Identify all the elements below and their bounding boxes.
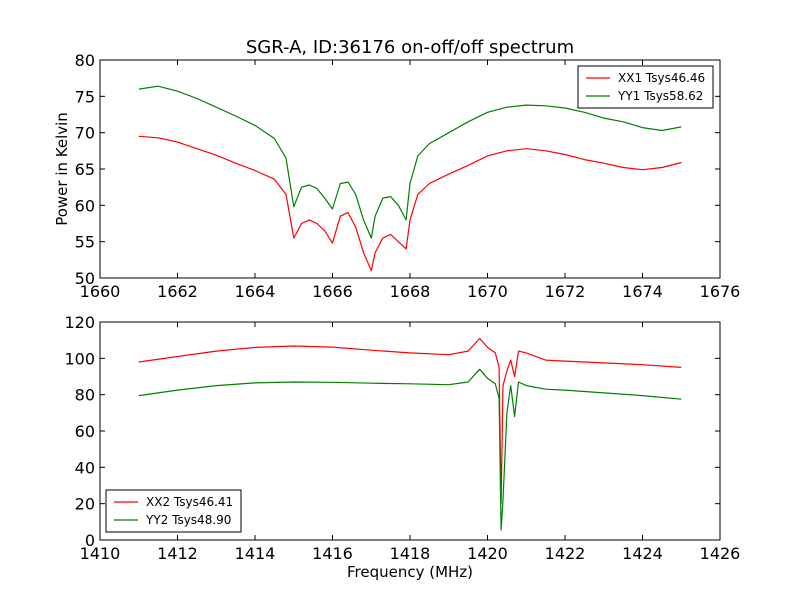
- y-tick-label: 65: [75, 160, 95, 179]
- y-tick-label: 80: [75, 51, 95, 70]
- y-tick-label: 40: [75, 458, 95, 477]
- legend-box: [577, 65, 714, 109]
- legend-label: XX1 Tsys46.46: [618, 71, 705, 85]
- x-tick-label: 1414: [235, 544, 276, 563]
- legend: XX2 Tsys46.41 YY2 Tsys48.90: [105, 489, 242, 533]
- y-tick-label: 75: [75, 87, 95, 106]
- x-tick-label: 1672: [545, 282, 586, 301]
- y-tick-label: 70: [75, 124, 95, 143]
- y-tick-label: 100: [64, 349, 95, 368]
- x-tick-label: 1674: [622, 282, 663, 301]
- x-axis-title: Frequency (MHz): [347, 563, 473, 581]
- y-tick-label: 55: [75, 233, 95, 252]
- y-tick-label: 20: [75, 495, 95, 514]
- y-tick-label: 80: [75, 386, 95, 405]
- legend: XX1 Tsys46.46 YY1 Tsys58.62: [577, 65, 714, 109]
- series-line-2-1: [138, 337, 682, 505]
- x-tick-label: 1670: [467, 282, 508, 301]
- x-tick-label: 1660: [80, 282, 121, 301]
- legend-label: YY2 Tsys48.90: [145, 513, 231, 527]
- x-tick-label: 1424: [622, 544, 663, 563]
- x-tick-label: 1662: [157, 282, 198, 301]
- x-tick-label: 1410: [80, 544, 121, 563]
- legend-box: [105, 489, 242, 533]
- legend-label: YY1 Tsys58.62: [617, 89, 703, 103]
- x-tick-label: 1412: [157, 544, 198, 563]
- series-line-1-2: [138, 85, 682, 239]
- y-tick-label: 60: [75, 196, 95, 215]
- x-tick-label: 1420: [467, 544, 508, 563]
- x-tick-label: 1416: [312, 544, 353, 563]
- series-line-2-2: [138, 368, 682, 531]
- y-tick-label: 60: [75, 422, 95, 441]
- y-tick-label: 50: [75, 269, 95, 288]
- bottom-plot: 1410 1412 1414 1416 1418 1420 1422 1424 1426 0 20 4…: [64, 313, 740, 581]
- y-axis-title: Power in Kelvin: [53, 112, 71, 226]
- x-tick-label: 1664: [235, 282, 276, 301]
- x-tick-label: 1676: [700, 282, 741, 301]
- y-tick-label: 120: [64, 313, 95, 332]
- legend-label: XX2 Tsys46.41: [146, 495, 233, 509]
- x-tick-label: 1418: [390, 544, 431, 563]
- x-tick-label: 1422: [545, 544, 586, 563]
- top-plot: 1660 1662 1664 1666 1668 1670 1672 1674 1676 50 55…: [53, 51, 740, 301]
- series-line-1-1: [138, 135, 682, 272]
- x-tick-label: 1426: [700, 544, 741, 563]
- chart-title: SGR-A, ID:36176 on-off/off spectrum: [246, 37, 574, 58]
- x-tick-label: 1668: [390, 282, 431, 301]
- x-tick-label: 1666: [312, 282, 353, 301]
- y-tick-label: 0: [85, 531, 95, 550]
